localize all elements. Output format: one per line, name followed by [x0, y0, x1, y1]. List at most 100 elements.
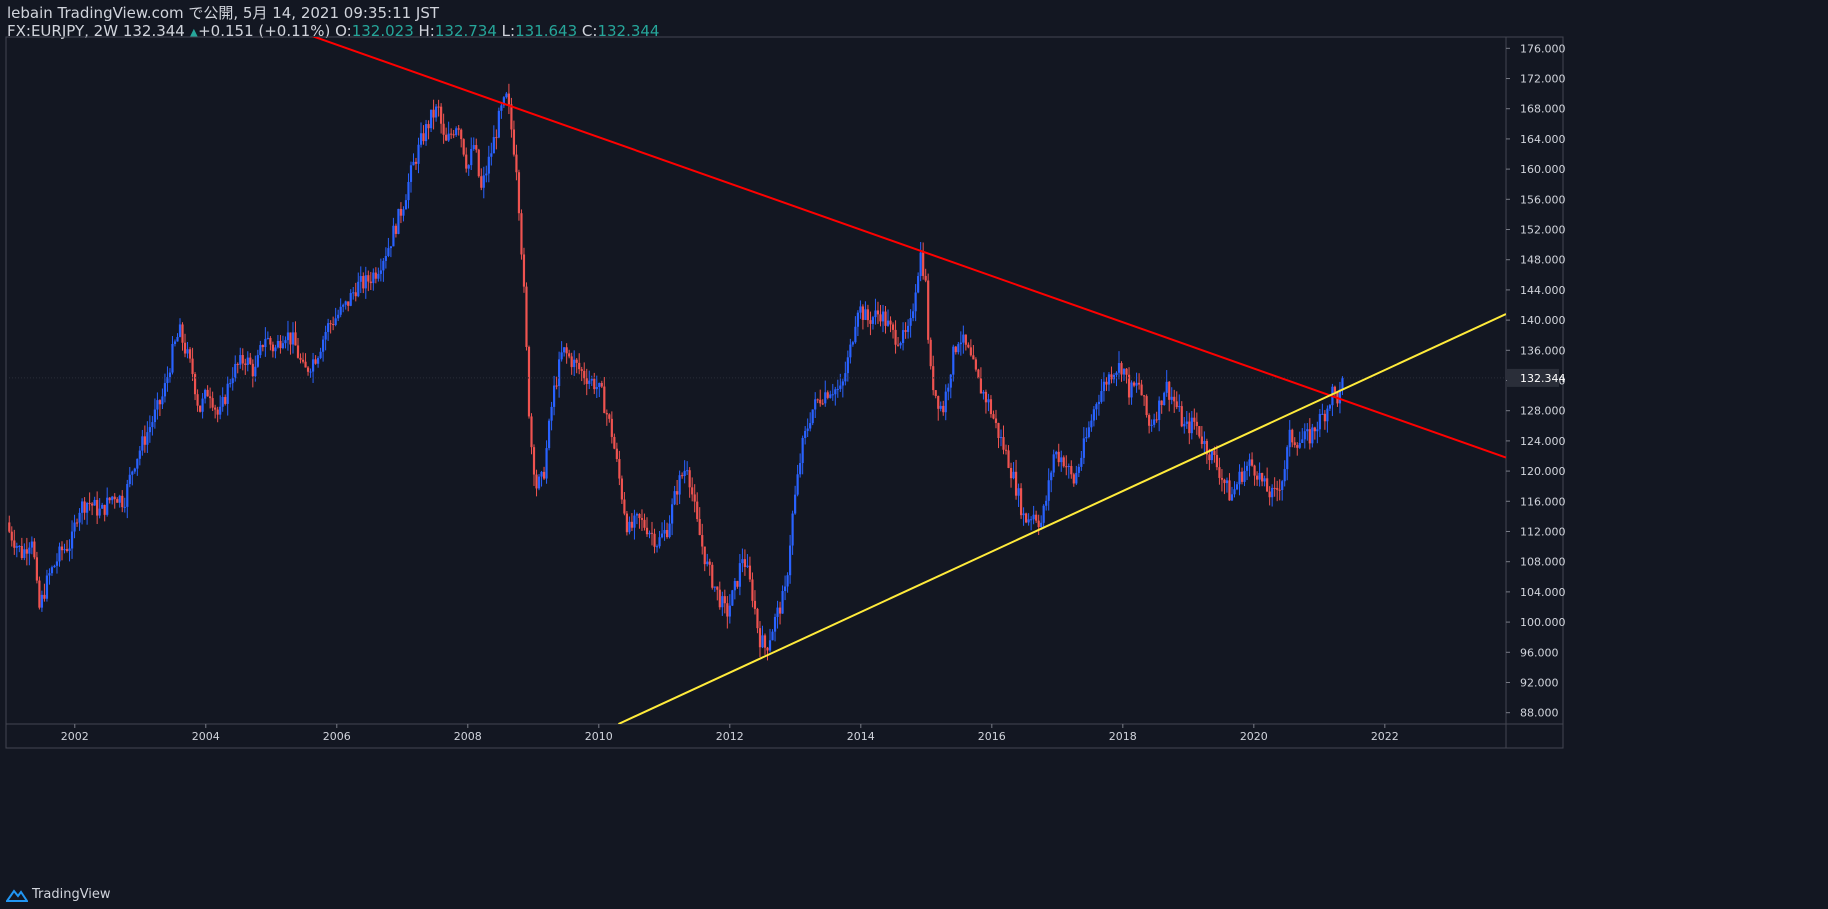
candle-body: [696, 501, 699, 520]
candle-body: [1210, 450, 1213, 461]
candle-body: [126, 484, 129, 507]
candle-body: [106, 497, 109, 515]
candle-body: [374, 272, 377, 279]
candle-body: [1163, 392, 1166, 406]
candle-body: [146, 432, 149, 445]
candle-body: [1238, 471, 1241, 485]
candle-body: [1004, 449, 1008, 451]
candle-body: [804, 430, 807, 438]
candle-body: [1293, 442, 1296, 446]
resistance-trendline[interactable]: [311, 35, 1506, 459]
candle-body: [547, 420, 551, 449]
candle-body: [487, 156, 490, 174]
candle-body: [603, 386, 606, 413]
candle-body: [53, 565, 56, 568]
candle-body: [894, 329, 897, 345]
candle-body: [324, 331, 327, 340]
candle-body: [650, 532, 654, 534]
support-trendline[interactable]: [618, 313, 1506, 724]
candle-body: [733, 580, 736, 591]
candle-body: [691, 487, 694, 495]
candle-body: [618, 459, 621, 479]
chart-publish-info: lebain TradingView.com で公開, 5月 14, 2021 …: [7, 4, 440, 22]
candle-body: [1266, 478, 1269, 492]
candle-body: [236, 363, 239, 365]
candle-body: [1057, 451, 1060, 463]
candle-body: [954, 346, 957, 353]
candle-body: [424, 124, 428, 142]
candle-body: [1090, 420, 1093, 428]
candle-body: [234, 363, 237, 379]
y-tick-label: 168.000: [1520, 103, 1566, 116]
candle-body: [826, 392, 829, 398]
candle-body: [851, 342, 854, 345]
candle-body: [532, 447, 536, 475]
candle-body: [912, 311, 915, 319]
candle-body: [434, 106, 438, 118]
candle-body: [1271, 487, 1274, 498]
candle-body: [645, 527, 649, 535]
candle-body: [1012, 471, 1015, 479]
candle-body: [294, 332, 297, 346]
candle-body: [334, 318, 337, 325]
candle-body: [1203, 440, 1206, 445]
candle-body: [1223, 479, 1226, 484]
candle-body: [974, 359, 977, 370]
candle-body: [992, 414, 995, 419]
close-label: C:: [581, 22, 598, 40]
candle-body: [711, 564, 714, 588]
candle-body: [899, 342, 902, 346]
candle-body: [977, 369, 980, 379]
candle-body: [500, 105, 503, 111]
candle-body: [1200, 436, 1203, 445]
candle-body: [211, 398, 214, 408]
candle-body: [1115, 372, 1118, 375]
candle-body: [269, 337, 272, 345]
candle-body: [1165, 381, 1168, 393]
candle-body: [600, 382, 603, 387]
symbol-label[interactable]: FX:EURJPY, 2W 132.344: [7, 22, 185, 40]
candle-body: [713, 586, 716, 588]
candle-body: [773, 616, 777, 632]
candle-body: [173, 341, 177, 344]
y-tick-label: 148.000: [1520, 254, 1566, 267]
candle-body: [633, 515, 636, 528]
low-value: 131.643: [515, 22, 578, 40]
candle-body: [128, 474, 131, 485]
candle-body: [93, 499, 96, 506]
candle-body: [610, 418, 613, 437]
candle-body: [871, 317, 875, 324]
candle-body: [914, 292, 917, 312]
candle-body: [266, 337, 269, 339]
candle-body: [18, 545, 21, 547]
candle-body: [909, 318, 912, 326]
candle-body: [1050, 472, 1053, 481]
candle-body: [859, 306, 862, 313]
candle-body: [367, 275, 370, 282]
candle-body: [919, 252, 922, 277]
candle-body: [580, 369, 583, 371]
candle-body: [758, 628, 762, 648]
candle-body: [1042, 505, 1045, 523]
x-tick-label: 2008: [454, 730, 482, 743]
change-value: +0.151 (+0.11%): [198, 22, 331, 40]
candle-body: [319, 351, 322, 358]
candle-body: [1173, 396, 1176, 402]
candle-body: [1045, 500, 1048, 506]
candle-body: [886, 320, 890, 326]
candle-body: [151, 422, 154, 428]
candle-body: [781, 590, 784, 614]
candle-body: [1120, 363, 1123, 375]
candle-body: [188, 349, 192, 359]
candle-body: [1030, 519, 1033, 521]
candle-body: [186, 349, 189, 354]
y-tick-label: 136.000: [1520, 344, 1566, 357]
candle-body: [1178, 406, 1181, 408]
candle-body: [829, 394, 832, 398]
y-tick-label: 124.000: [1520, 435, 1566, 448]
candle-body: [1040, 522, 1043, 527]
candle-body: [989, 399, 993, 415]
candle-body: [1321, 413, 1324, 415]
candle-body: [1132, 382, 1136, 386]
